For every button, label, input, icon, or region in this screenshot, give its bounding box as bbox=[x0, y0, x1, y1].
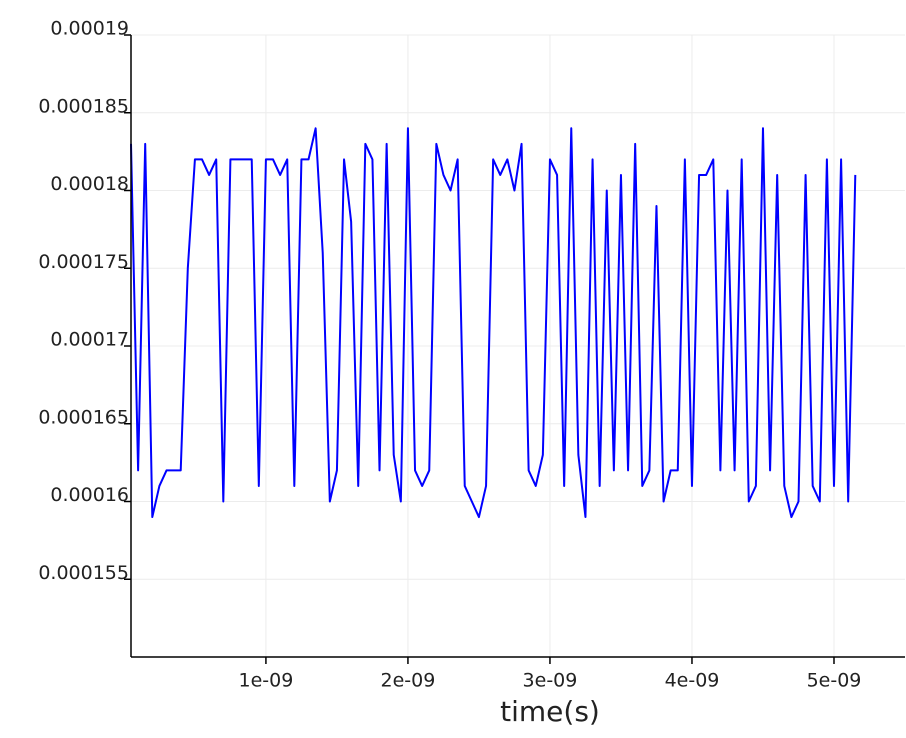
y-tick-label: 0.00016 bbox=[50, 484, 129, 506]
x-tick-label: 5e-09 bbox=[807, 670, 862, 692]
x-tick-label: 2e-09 bbox=[381, 670, 436, 692]
y-tick-label: 0.000185 bbox=[38, 95, 129, 117]
y-tick-label: 0.000165 bbox=[38, 406, 129, 428]
plot-area bbox=[130, 127, 857, 519]
grid bbox=[131, 34, 905, 657]
x-tick-label: 1e-09 bbox=[239, 670, 294, 692]
x-tick-label: 4e-09 bbox=[665, 670, 720, 692]
y-tick-label: 0.00017 bbox=[50, 329, 129, 351]
x-tick-label: 3e-09 bbox=[523, 670, 578, 692]
y-tick-label: 0.00018 bbox=[50, 173, 129, 195]
x-axis-label: time(s) bbox=[500, 695, 600, 728]
data-line bbox=[130, 127, 857, 519]
y-tick-label: 0.00019 bbox=[50, 18, 129, 40]
y-tick-label: 0.000175 bbox=[38, 251, 129, 273]
y-tick-label: 0.000155 bbox=[38, 562, 129, 584]
